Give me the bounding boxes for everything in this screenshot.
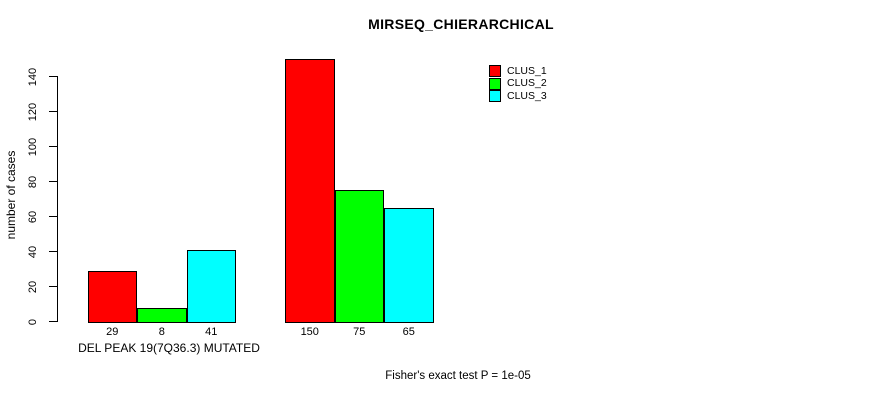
chart-title: MIRSEQ_CHIERARCHICAL xyxy=(368,16,554,32)
annotation-text: Fisher's exact test P = 1e-05 xyxy=(385,370,531,382)
y-axis-tick-label: 40 xyxy=(27,245,39,258)
y-axis-tick-label: 60 xyxy=(27,210,39,223)
y-axis-tick xyxy=(49,111,58,112)
legend-item-clus_2: CLUS_2 xyxy=(489,77,547,91)
bar-clus_1-group2 xyxy=(285,59,335,323)
y-axis-tick xyxy=(49,181,58,182)
legend-swatch-icon xyxy=(489,65,501,78)
y-axis-tick-label: 80 xyxy=(27,175,39,188)
bar-value-label: 29 xyxy=(106,326,119,338)
bar-value-label: 8 xyxy=(158,326,165,338)
bar-value-label: 41 xyxy=(205,326,218,338)
y-axis-tick-label: 100 xyxy=(27,137,39,156)
y-axis-tick xyxy=(49,321,58,322)
bar-value-label: 150 xyxy=(300,326,319,338)
legend: CLUS_1 CLUS_2 CLUS_3 xyxy=(489,65,547,103)
legend-swatch-icon xyxy=(489,77,501,90)
legend-item-clus_1: CLUS_1 xyxy=(489,65,547,78)
legend-label: CLUS_3 xyxy=(507,89,547,102)
y-axis-line xyxy=(57,76,58,322)
bar-clus_2-group2 xyxy=(334,190,384,323)
bar-clus_3-group1 xyxy=(186,249,236,323)
y-axis-tick-label: 140 xyxy=(27,67,39,86)
y-axis-label: number of cases xyxy=(4,150,18,240)
y-axis-tick xyxy=(49,216,58,217)
bar-clus_1-group1 xyxy=(87,270,137,323)
bar-value-label: 65 xyxy=(402,326,415,338)
bar-clus_2-group1 xyxy=(137,307,187,323)
x-axis-group-label: DEL PEAK 19(7Q36.3) MUTATED xyxy=(78,341,260,355)
y-axis-tick xyxy=(49,286,58,287)
bar-clus_3-group2 xyxy=(384,207,434,323)
y-axis-tick xyxy=(49,146,58,147)
legend-label: CLUS_2 xyxy=(507,77,547,90)
y-axis-tick xyxy=(49,76,58,77)
bar-value-label: 75 xyxy=(353,326,366,338)
y-axis-tick-label: 0 xyxy=(27,318,39,325)
legend-label: CLUS_1 xyxy=(507,64,547,77)
y-axis-tick xyxy=(49,251,58,252)
y-axis-tick-label: 120 xyxy=(27,102,39,121)
legend-item-clus_3: CLUS_3 xyxy=(489,90,547,103)
legend-swatch-icon xyxy=(489,90,501,103)
y-axis-tick-label: 20 xyxy=(27,280,39,293)
